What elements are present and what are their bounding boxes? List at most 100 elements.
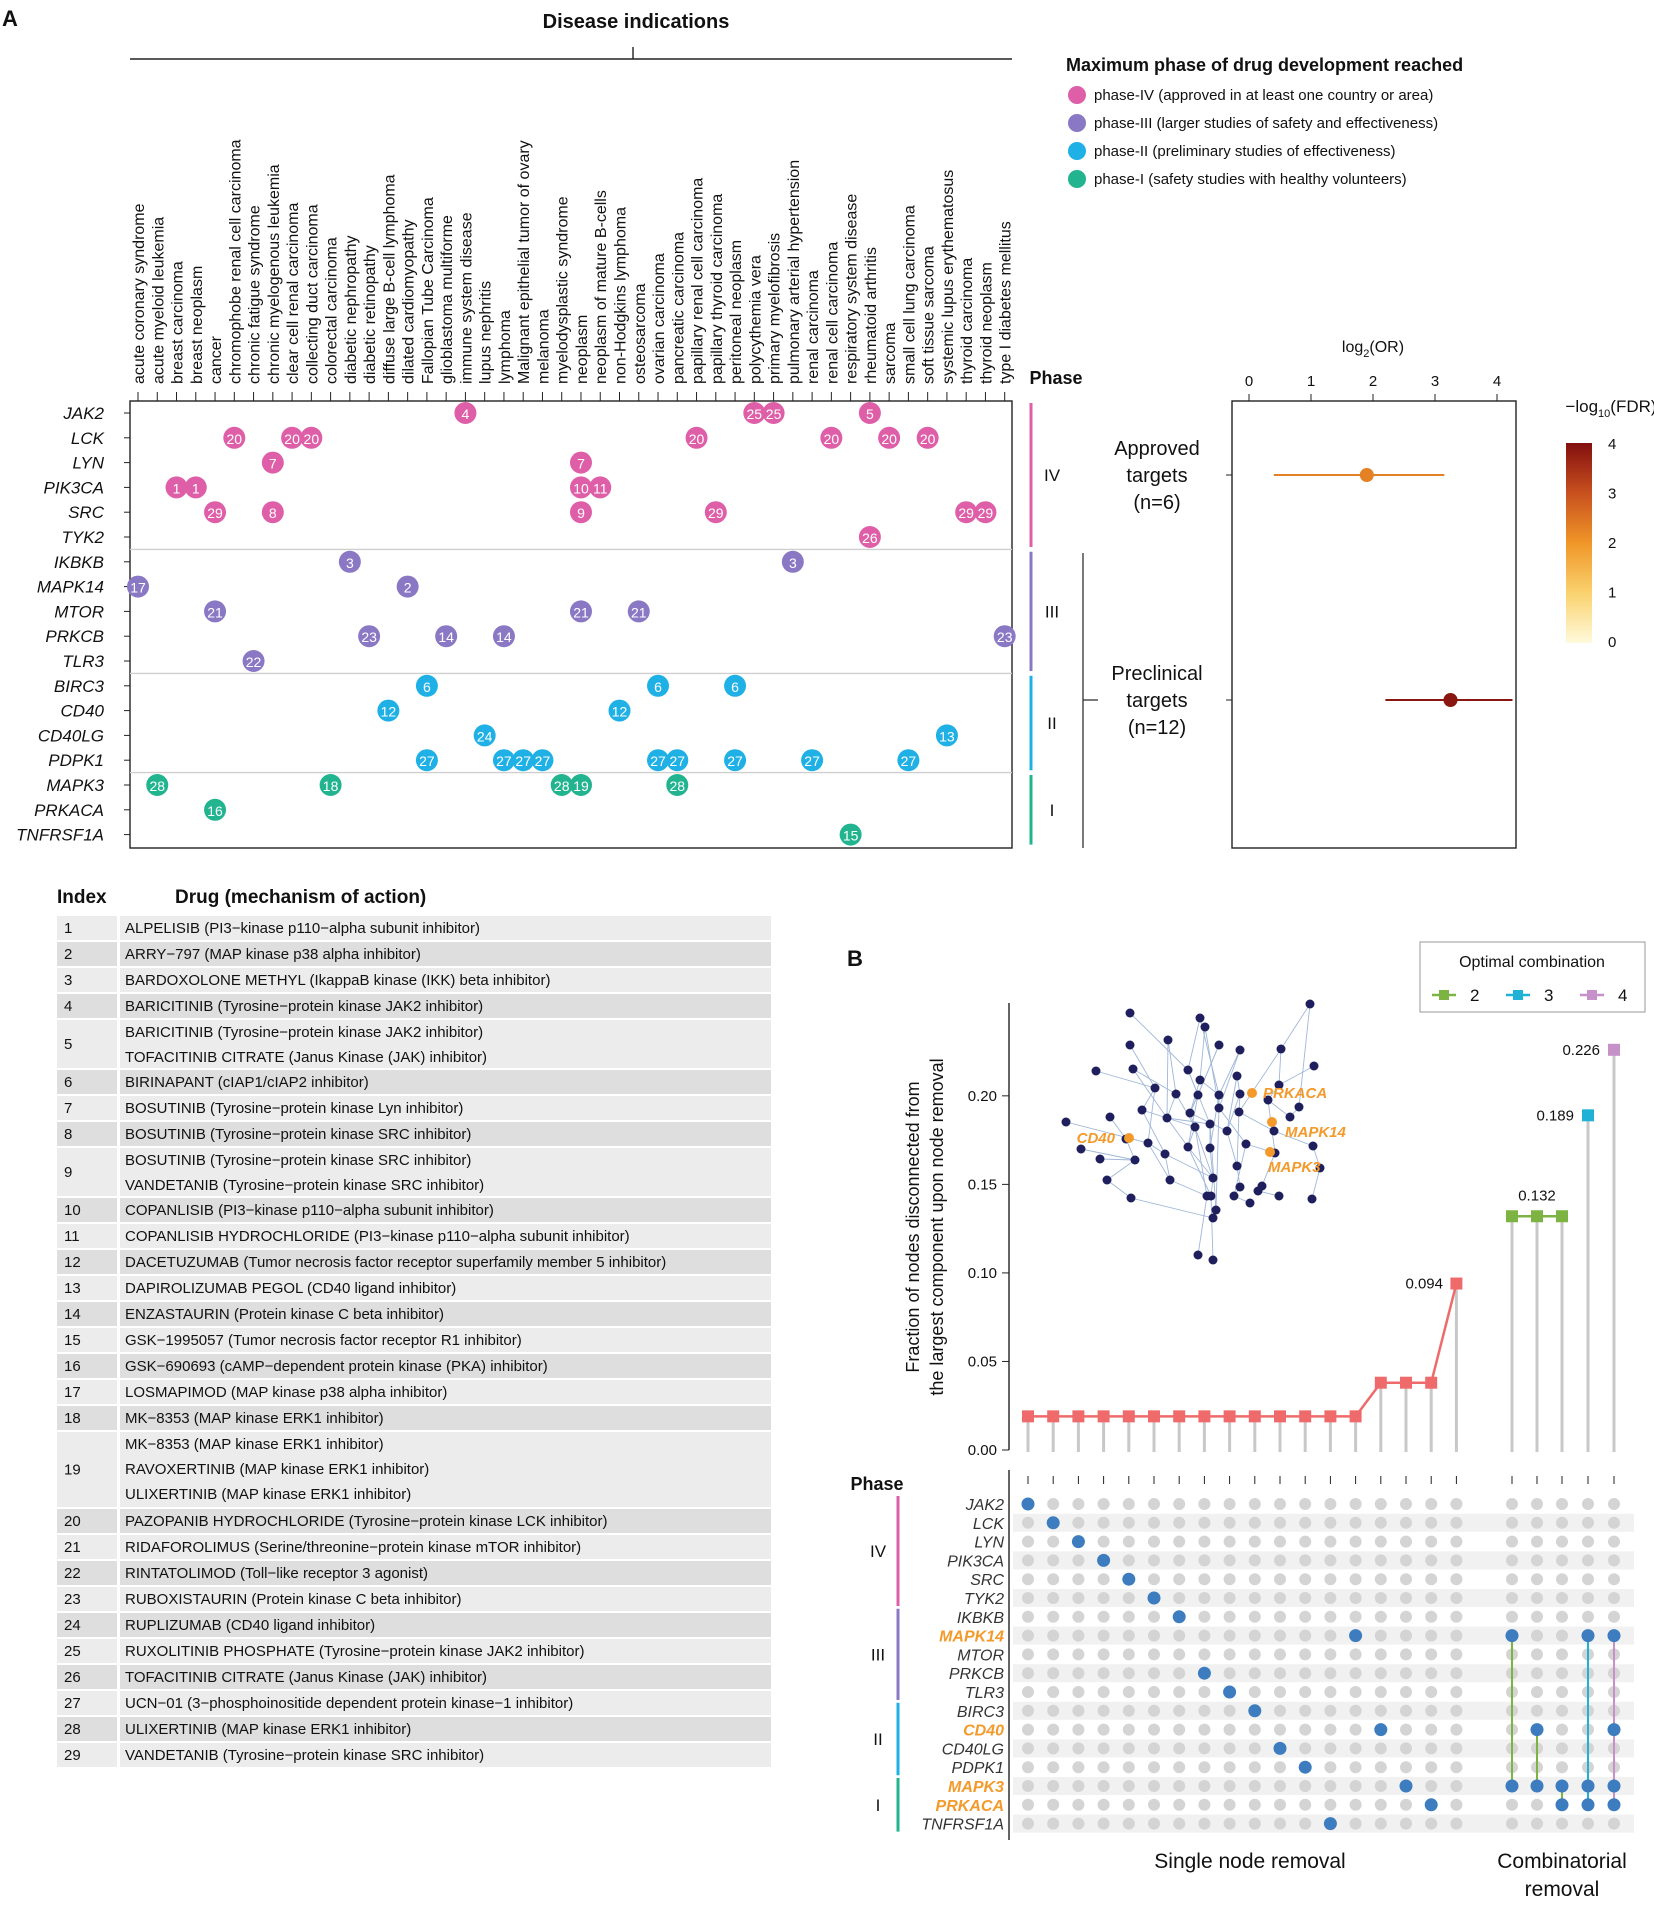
single-removal-point bbox=[1299, 1410, 1312, 1423]
table-index: 17 bbox=[64, 1384, 81, 1401]
table-drug-cell bbox=[120, 1509, 771, 1533]
or-tick-label: 0 bbox=[1245, 373, 1253, 390]
table-index: 8 bbox=[64, 1126, 72, 1143]
table-row: 1 ALPELISIB (PI3−kinase p110−alpha subuni… bbox=[57, 916, 771, 940]
b-empty-dot bbox=[1047, 1629, 1060, 1642]
drug-dot-label: 27 bbox=[804, 753, 820, 769]
b-empty-dot bbox=[1450, 1573, 1463, 1586]
b-empty-dot bbox=[1173, 1535, 1186, 1548]
b-empty-dot bbox=[1122, 1667, 1135, 1680]
network-edge bbox=[1197, 1195, 1208, 1256]
drug-dot: 24 bbox=[473, 724, 496, 747]
legend-marker bbox=[1068, 114, 1086, 132]
table-drug-text: VANDETANIB (Tyrosine−protein kinase SRC … bbox=[125, 1177, 484, 1194]
drug-dot: 16 bbox=[204, 798, 227, 821]
or-category-label: Approved bbox=[1114, 438, 1200, 460]
drug-dot-circle bbox=[550, 774, 573, 796]
table-index-cell bbox=[57, 1198, 117, 1222]
b-combo-dot bbox=[1530, 1723, 1544, 1737]
b-empty-dot bbox=[1072, 1516, 1085, 1529]
table-row: 22 RINTATOLIMOD (Toll−like receptor 3 ago… bbox=[57, 1561, 771, 1585]
drug-dot-label: 1 bbox=[192, 480, 200, 496]
drug-dot-circle bbox=[647, 749, 670, 772]
drug-dot-circle bbox=[781, 550, 804, 573]
b-empty-dot bbox=[1097, 1610, 1110, 1623]
disease-label: thyroid neoplasm bbox=[978, 262, 995, 384]
b-empty-dot bbox=[1198, 1648, 1211, 1661]
b-empty-dot bbox=[1097, 1516, 1110, 1529]
b-empty-dot bbox=[1425, 1648, 1438, 1661]
gene-label: MTOR bbox=[54, 602, 104, 621]
b-empty-dot bbox=[1022, 1667, 1034, 1680]
b-empty-dot bbox=[1173, 1686, 1186, 1698]
b-gene-label: TYK2 bbox=[964, 1591, 1004, 1608]
drug-dot-label: 12 bbox=[612, 704, 628, 720]
b-gene-label: CD40LG bbox=[942, 1741, 1004, 1758]
drug-dot-label: 27 bbox=[515, 753, 531, 769]
b-gene-label: CD40 bbox=[963, 1723, 1004, 1740]
drug-dot-circle bbox=[358, 625, 381, 648]
drug-dot-label: 3 bbox=[789, 555, 797, 571]
network-edge bbox=[1209, 1147, 1214, 1179]
b-gene-label: PDPK1 bbox=[952, 1760, 1004, 1777]
b-empty-dot bbox=[1349, 1780, 1362, 1792]
network-highlight-node bbox=[1247, 1088, 1257, 1098]
drug-dot-label: 11 bbox=[593, 480, 608, 496]
b-empty-dot bbox=[1198, 1742, 1211, 1755]
b-empty-dot bbox=[1198, 1516, 1211, 1529]
table-drug-cell bbox=[120, 1717, 771, 1741]
b-empty-dot bbox=[1223, 1817, 1236, 1830]
b-empty-dot bbox=[1148, 1554, 1160, 1567]
b-gene-label: SRC bbox=[970, 1572, 1004, 1589]
b-empty-dot bbox=[1173, 1592, 1186, 1604]
disease-label: osteosarcoma bbox=[632, 283, 649, 384]
network-node bbox=[1307, 1194, 1317, 1204]
network-node bbox=[1315, 1163, 1325, 1173]
combo-point bbox=[1556, 1210, 1568, 1223]
b-empty-dot bbox=[1097, 1686, 1110, 1698]
table-row: 13 DAPIROLIZUMAB PEGOL (CD40 ligand inhib… bbox=[57, 1276, 771, 1300]
b-empty-dot bbox=[1047, 1704, 1060, 1717]
b-empty-dot bbox=[1299, 1535, 1312, 1548]
network-edge bbox=[1065, 1121, 1149, 1144]
network-node bbox=[1125, 1008, 1135, 1018]
b-empty-dot bbox=[1582, 1592, 1594, 1604]
drug-dot: 29 bbox=[704, 501, 727, 524]
disease-label: papillary thyroid carcinoma bbox=[709, 194, 726, 384]
b-empty-dot bbox=[1374, 1498, 1387, 1510]
network-node bbox=[1214, 1040, 1224, 1050]
drug-dot-circle bbox=[839, 823, 862, 846]
b-empty-dot bbox=[1122, 1554, 1135, 1567]
network-edge bbox=[1311, 1167, 1321, 1200]
b-empty-dot bbox=[1556, 1686, 1568, 1698]
colorbar-tick: 2 bbox=[1608, 535, 1616, 552]
b-empty-dot bbox=[1274, 1592, 1286, 1604]
b-empty-dot bbox=[1506, 1498, 1518, 1510]
table-drug-cell bbox=[120, 1302, 771, 1326]
table-drug-cell bbox=[120, 1432, 771, 1507]
b-xlabel-combo: Combinatorial bbox=[1497, 1850, 1627, 1873]
drug-dot-label: 6 bbox=[423, 679, 431, 695]
table-index: 7 bbox=[64, 1100, 72, 1117]
drug-dot: 20 bbox=[685, 426, 708, 449]
drug-dot: 29 bbox=[955, 501, 978, 524]
table-index: 6 bbox=[64, 1074, 72, 1091]
b-empty-dot bbox=[1531, 1798, 1543, 1811]
drug-dot-circle bbox=[454, 402, 477, 424]
table-row: 29 VANDETANIB (Tyrosine−protein kinase SR… bbox=[57, 1743, 771, 1767]
table-index: 4 bbox=[64, 998, 72, 1015]
b-empty-dot bbox=[1556, 1498, 1568, 1510]
drug-dot-circle bbox=[223, 426, 246, 449]
drug-dot-circle bbox=[666, 749, 689, 772]
b-empty-dot bbox=[1425, 1704, 1438, 1717]
network-node bbox=[1285, 1112, 1295, 1122]
table-index-cell bbox=[57, 1096, 117, 1120]
drug-dot-circle bbox=[396, 575, 419, 598]
b-ytick-label: 0.00 bbox=[968, 1442, 997, 1459]
b-empty-dot bbox=[1349, 1667, 1362, 1680]
table-row: 14 ENZASTAURIN (Protein kinase C beta inh… bbox=[57, 1302, 771, 1326]
b-empty-dot bbox=[1122, 1648, 1135, 1661]
network-node bbox=[1208, 1213, 1218, 1223]
b-selected-dot bbox=[1172, 1610, 1186, 1624]
combo-point bbox=[1506, 1210, 1518, 1223]
